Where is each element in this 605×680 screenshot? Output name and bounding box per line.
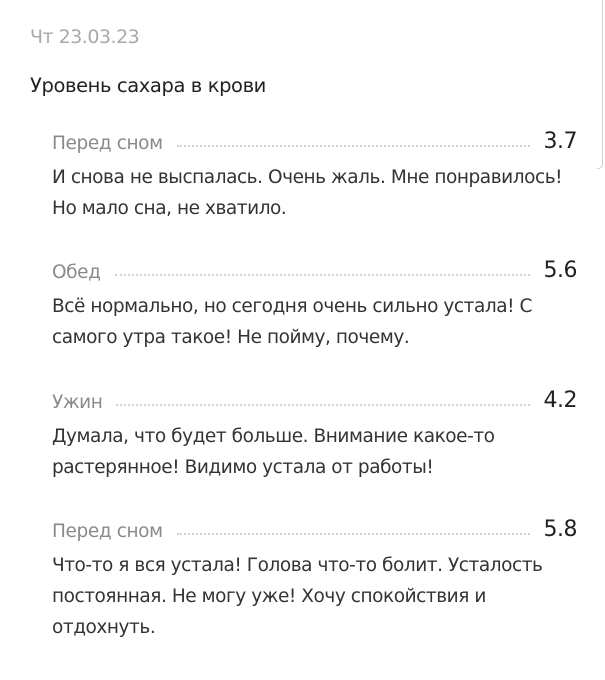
section-title: Уровень сахара в крови	[30, 74, 266, 97]
dotted-leader	[176, 145, 530, 147]
entry-value: 5.8	[543, 517, 578, 542]
entry-note: Что-то я вся устала! Голова что-то болит…	[52, 555, 543, 638]
scrollbar[interactable]	[597, 0, 603, 169]
dotted-leader	[116, 404, 530, 406]
entry-value: 5.6	[543, 258, 578, 283]
entry-note: Всё нормально, но сегодня очень сильно у…	[52, 296, 532, 348]
entry-value: 3.7	[543, 129, 578, 154]
dotted-leader	[114, 274, 530, 276]
entry-note: Думала, что будет больше. Внимание какое…	[52, 426, 495, 478]
entry-note: И снова не выспалась. Очень жаль. Мне по…	[52, 167, 563, 219]
entry-date: Чт 23.03.23	[30, 26, 140, 48]
entry-label: Ужин	[52, 392, 103, 413]
list-item[interactable]: Перед сном 5.8 Что-то я вся устала! Голов…	[52, 512, 577, 643]
dotted-leader	[176, 533, 530, 535]
entry-label: Обед	[52, 262, 101, 283]
list-item[interactable]: Перед сном 3.7 И снова не выспалась. Очен…	[52, 124, 577, 224]
list-item[interactable]: Обед 5.6 Всё нормально, но сегодня очень …	[52, 253, 577, 353]
entry-value: 4.2	[543, 388, 578, 413]
entry-label: Перед сном	[52, 521, 163, 542]
entry-label: Перед сном	[52, 133, 163, 154]
list-item[interactable]: Ужин 4.2 Думала, что будет больше. Вниман…	[52, 383, 577, 483]
